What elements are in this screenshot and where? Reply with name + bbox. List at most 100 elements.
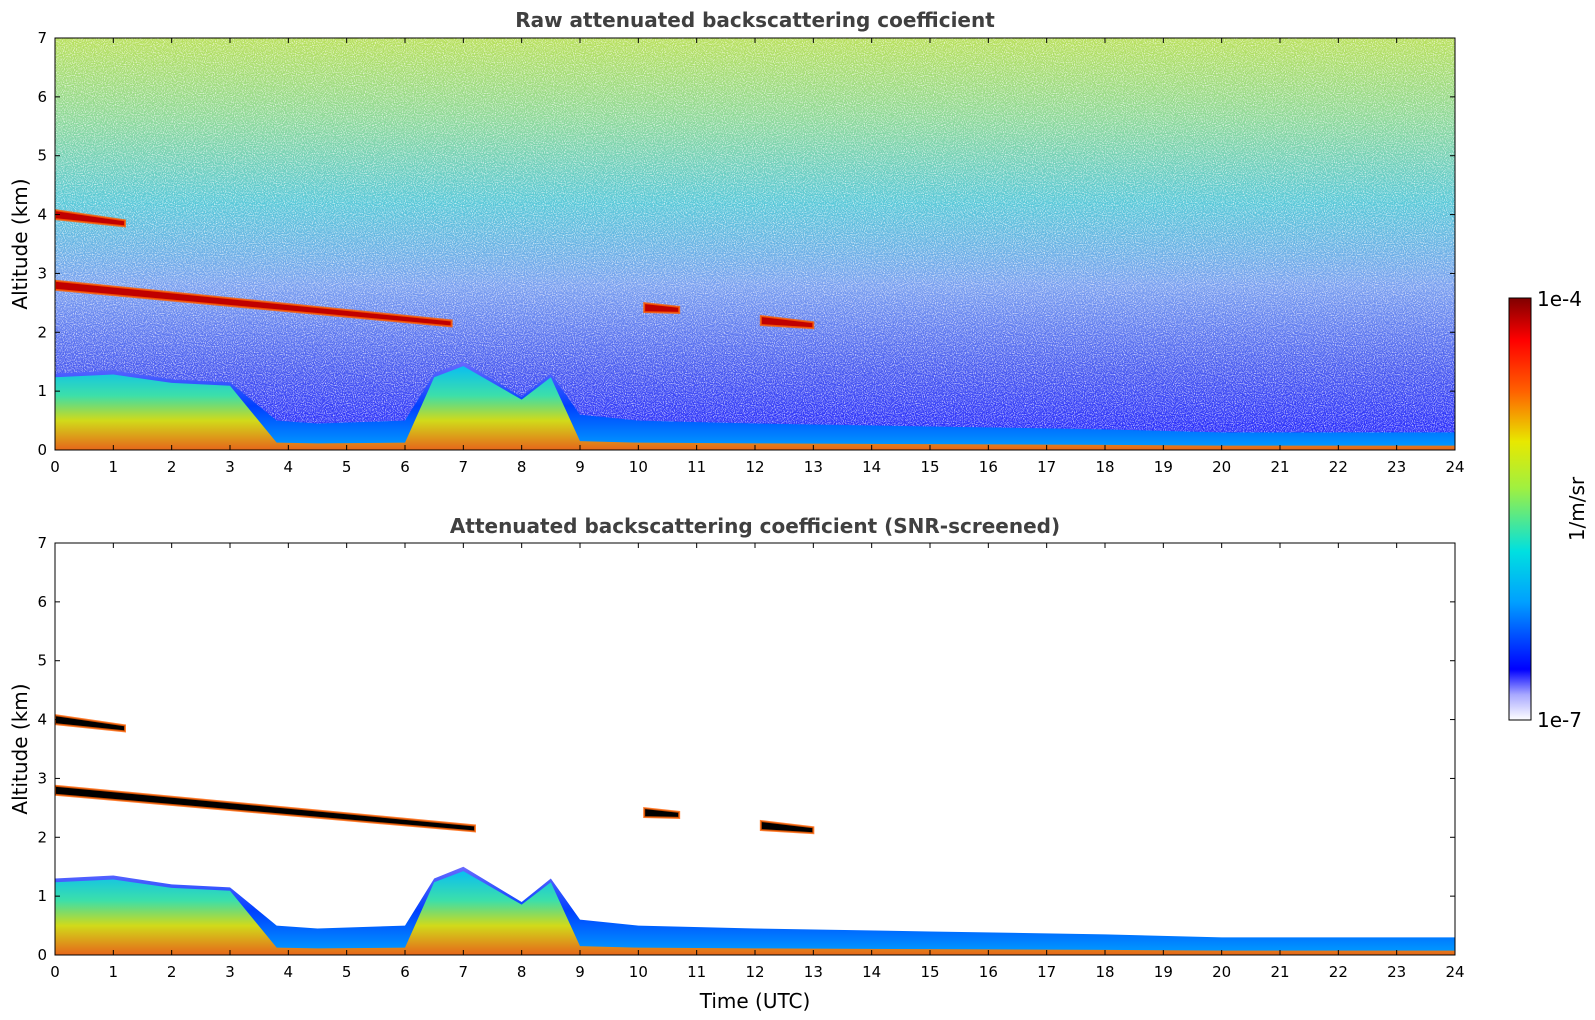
- y-tick-label: 5: [37, 147, 47, 165]
- x-tick-label: 3: [225, 963, 235, 981]
- cloud-layer-edge: [55, 209, 126, 228]
- boundary-layer-core: [55, 871, 1455, 955]
- x-tick-label: 18: [1095, 458, 1114, 476]
- cloud-layer-edge: [643, 301, 681, 314]
- cloud-layer-edge: [759, 819, 815, 835]
- x-tick-label: 1: [109, 963, 119, 981]
- y-tick-label: 1: [37, 887, 47, 905]
- x-tick-label: 8: [517, 963, 527, 981]
- x-tick-label: 23: [1387, 963, 1406, 981]
- x-tick-label: 11: [687, 458, 706, 476]
- x-tick-label: 4: [284, 963, 294, 981]
- colorbar-min-label: 1e-7: [1537, 708, 1582, 732]
- top-heatmap: [55, 38, 1455, 450]
- x-tick-label: 9: [575, 458, 585, 476]
- x-tick-label: 21: [1270, 458, 1289, 476]
- x-tick-label: 4: [284, 458, 294, 476]
- x-tick-label: 6: [400, 963, 410, 981]
- y-tick-label: 4: [37, 711, 47, 729]
- x-tick-label: 6: [400, 458, 410, 476]
- x-tick-label: 15: [920, 458, 939, 476]
- top-y-axis-label: Altitude (km): [8, 178, 32, 309]
- cloud-layer: [55, 280, 452, 327]
- cloud-layer: [55, 785, 475, 832]
- x-tick-label: 13: [804, 963, 823, 981]
- x-tick-label: 10: [629, 458, 648, 476]
- x-tick-label: 2: [167, 963, 177, 981]
- x-tick-label: 19: [1154, 963, 1173, 981]
- cloud-layer-edge: [55, 714, 126, 733]
- boundary-layer-core: [55, 366, 1455, 450]
- colorbar-max-label: 1e-4: [1537, 287, 1582, 311]
- bottom-x-axis: 0 1 2 3 4 5 6 7 8 9 10 11 12 13 14 15 16 17 18 19 20 21 22 23 24: [50, 543, 1465, 981]
- colorbar: 1e-4 1e-7 1/m/sr: [1508, 287, 1589, 732]
- x-tick-label: 20: [1212, 458, 1231, 476]
- top-x-axis: 0 1 2 3 4 5 6 7 8 9 10 11 12 13 14 15 16 17 18 19 20 21 22 23 24: [50, 38, 1465, 476]
- y-tick-label: 3: [37, 769, 47, 787]
- bottom-x-axis-label: Time (UTC): [699, 989, 811, 1013]
- x-tick-label: 10: [629, 963, 648, 981]
- x-tick-label: 5: [342, 458, 352, 476]
- colorbar-gradient: [1508, 297, 1532, 721]
- x-tick-label: 2: [167, 458, 177, 476]
- cloud-layer-edge: [643, 806, 681, 819]
- y-tick-label: 3: [37, 264, 47, 282]
- cloud-layer: [55, 210, 125, 227]
- x-tick-label: 18: [1095, 963, 1114, 981]
- top-y-axis: 0 1 2 3 4 5 6 7: [37, 29, 1455, 459]
- x-tick-label: 24: [1445, 458, 1464, 476]
- cloud-layer: [644, 303, 680, 313]
- x-tick-label: 5: [342, 963, 352, 981]
- x-tick-label: 17: [1037, 458, 1056, 476]
- x-tick-label: 21: [1270, 963, 1289, 981]
- x-tick-label: 13: [804, 458, 823, 476]
- top-panel-title: Raw attenuated backscattering coefficien…: [515, 8, 995, 32]
- colorbar-unit-label: 1/m/sr: [1565, 476, 1589, 541]
- boundary-layer-region: [55, 866, 1455, 955]
- x-tick-label: 24: [1445, 963, 1464, 981]
- x-tick-label: 0: [50, 963, 60, 981]
- top-heatmap-noise: [55, 38, 1455, 450]
- x-tick-label: 1: [109, 458, 119, 476]
- y-tick-label: 6: [37, 593, 47, 611]
- y-tick-label: 2: [37, 323, 47, 341]
- bottom-panel-title: Attenuated backscattering coefficient (S…: [450, 514, 1060, 538]
- y-tick-label: 7: [37, 534, 47, 552]
- x-tick-label: 22: [1329, 458, 1348, 476]
- bottom-y-axis-label: Altitude (km): [8, 683, 32, 814]
- x-tick-label: 16: [979, 458, 998, 476]
- x-tick-label: 12: [745, 963, 764, 981]
- y-tick-label: 1: [37, 382, 47, 400]
- x-tick-label: 8: [517, 458, 527, 476]
- x-tick-label: 14: [862, 963, 881, 981]
- x-tick-label: 22: [1329, 963, 1348, 981]
- y-tick-label: 2: [37, 828, 47, 846]
- cloud-layer-edge: [55, 279, 453, 328]
- top-heatmap-features: [55, 209, 1455, 450]
- x-tick-label: 16: [979, 963, 998, 981]
- y-tick-label: 4: [37, 206, 47, 224]
- bottom-panel: Attenuated backscattering coefficient (S…: [8, 514, 1465, 1013]
- x-tick-label: 3: [225, 458, 235, 476]
- x-tick-label: 14: [862, 458, 881, 476]
- x-tick-label: 7: [459, 963, 469, 981]
- top-panel: Raw attenuated backscattering coefficien…: [8, 8, 1465, 476]
- x-tick-label: 11: [687, 963, 706, 981]
- boundary-layer-region: [55, 361, 1455, 450]
- x-tick-label: 9: [575, 963, 585, 981]
- y-tick-label: 5: [37, 652, 47, 670]
- y-tick-label: 0: [37, 946, 47, 964]
- cloud-layer-edge: [55, 784, 476, 833]
- cloud-layer: [55, 715, 125, 732]
- x-tick-label: 15: [920, 963, 939, 981]
- x-tick-label: 20: [1212, 963, 1231, 981]
- x-tick-label: 7: [459, 458, 469, 476]
- bottom-y-axis: 0 1 2 3 4 5 6 7: [37, 534, 1455, 964]
- cloud-layer: [644, 808, 680, 818]
- bottom-heatmap-background: [55, 543, 1455, 955]
- x-tick-label: 23: [1387, 458, 1406, 476]
- x-tick-label: 19: [1154, 458, 1173, 476]
- x-tick-label: 17: [1037, 963, 1056, 981]
- bottom-heatmap-features: [55, 714, 1455, 955]
